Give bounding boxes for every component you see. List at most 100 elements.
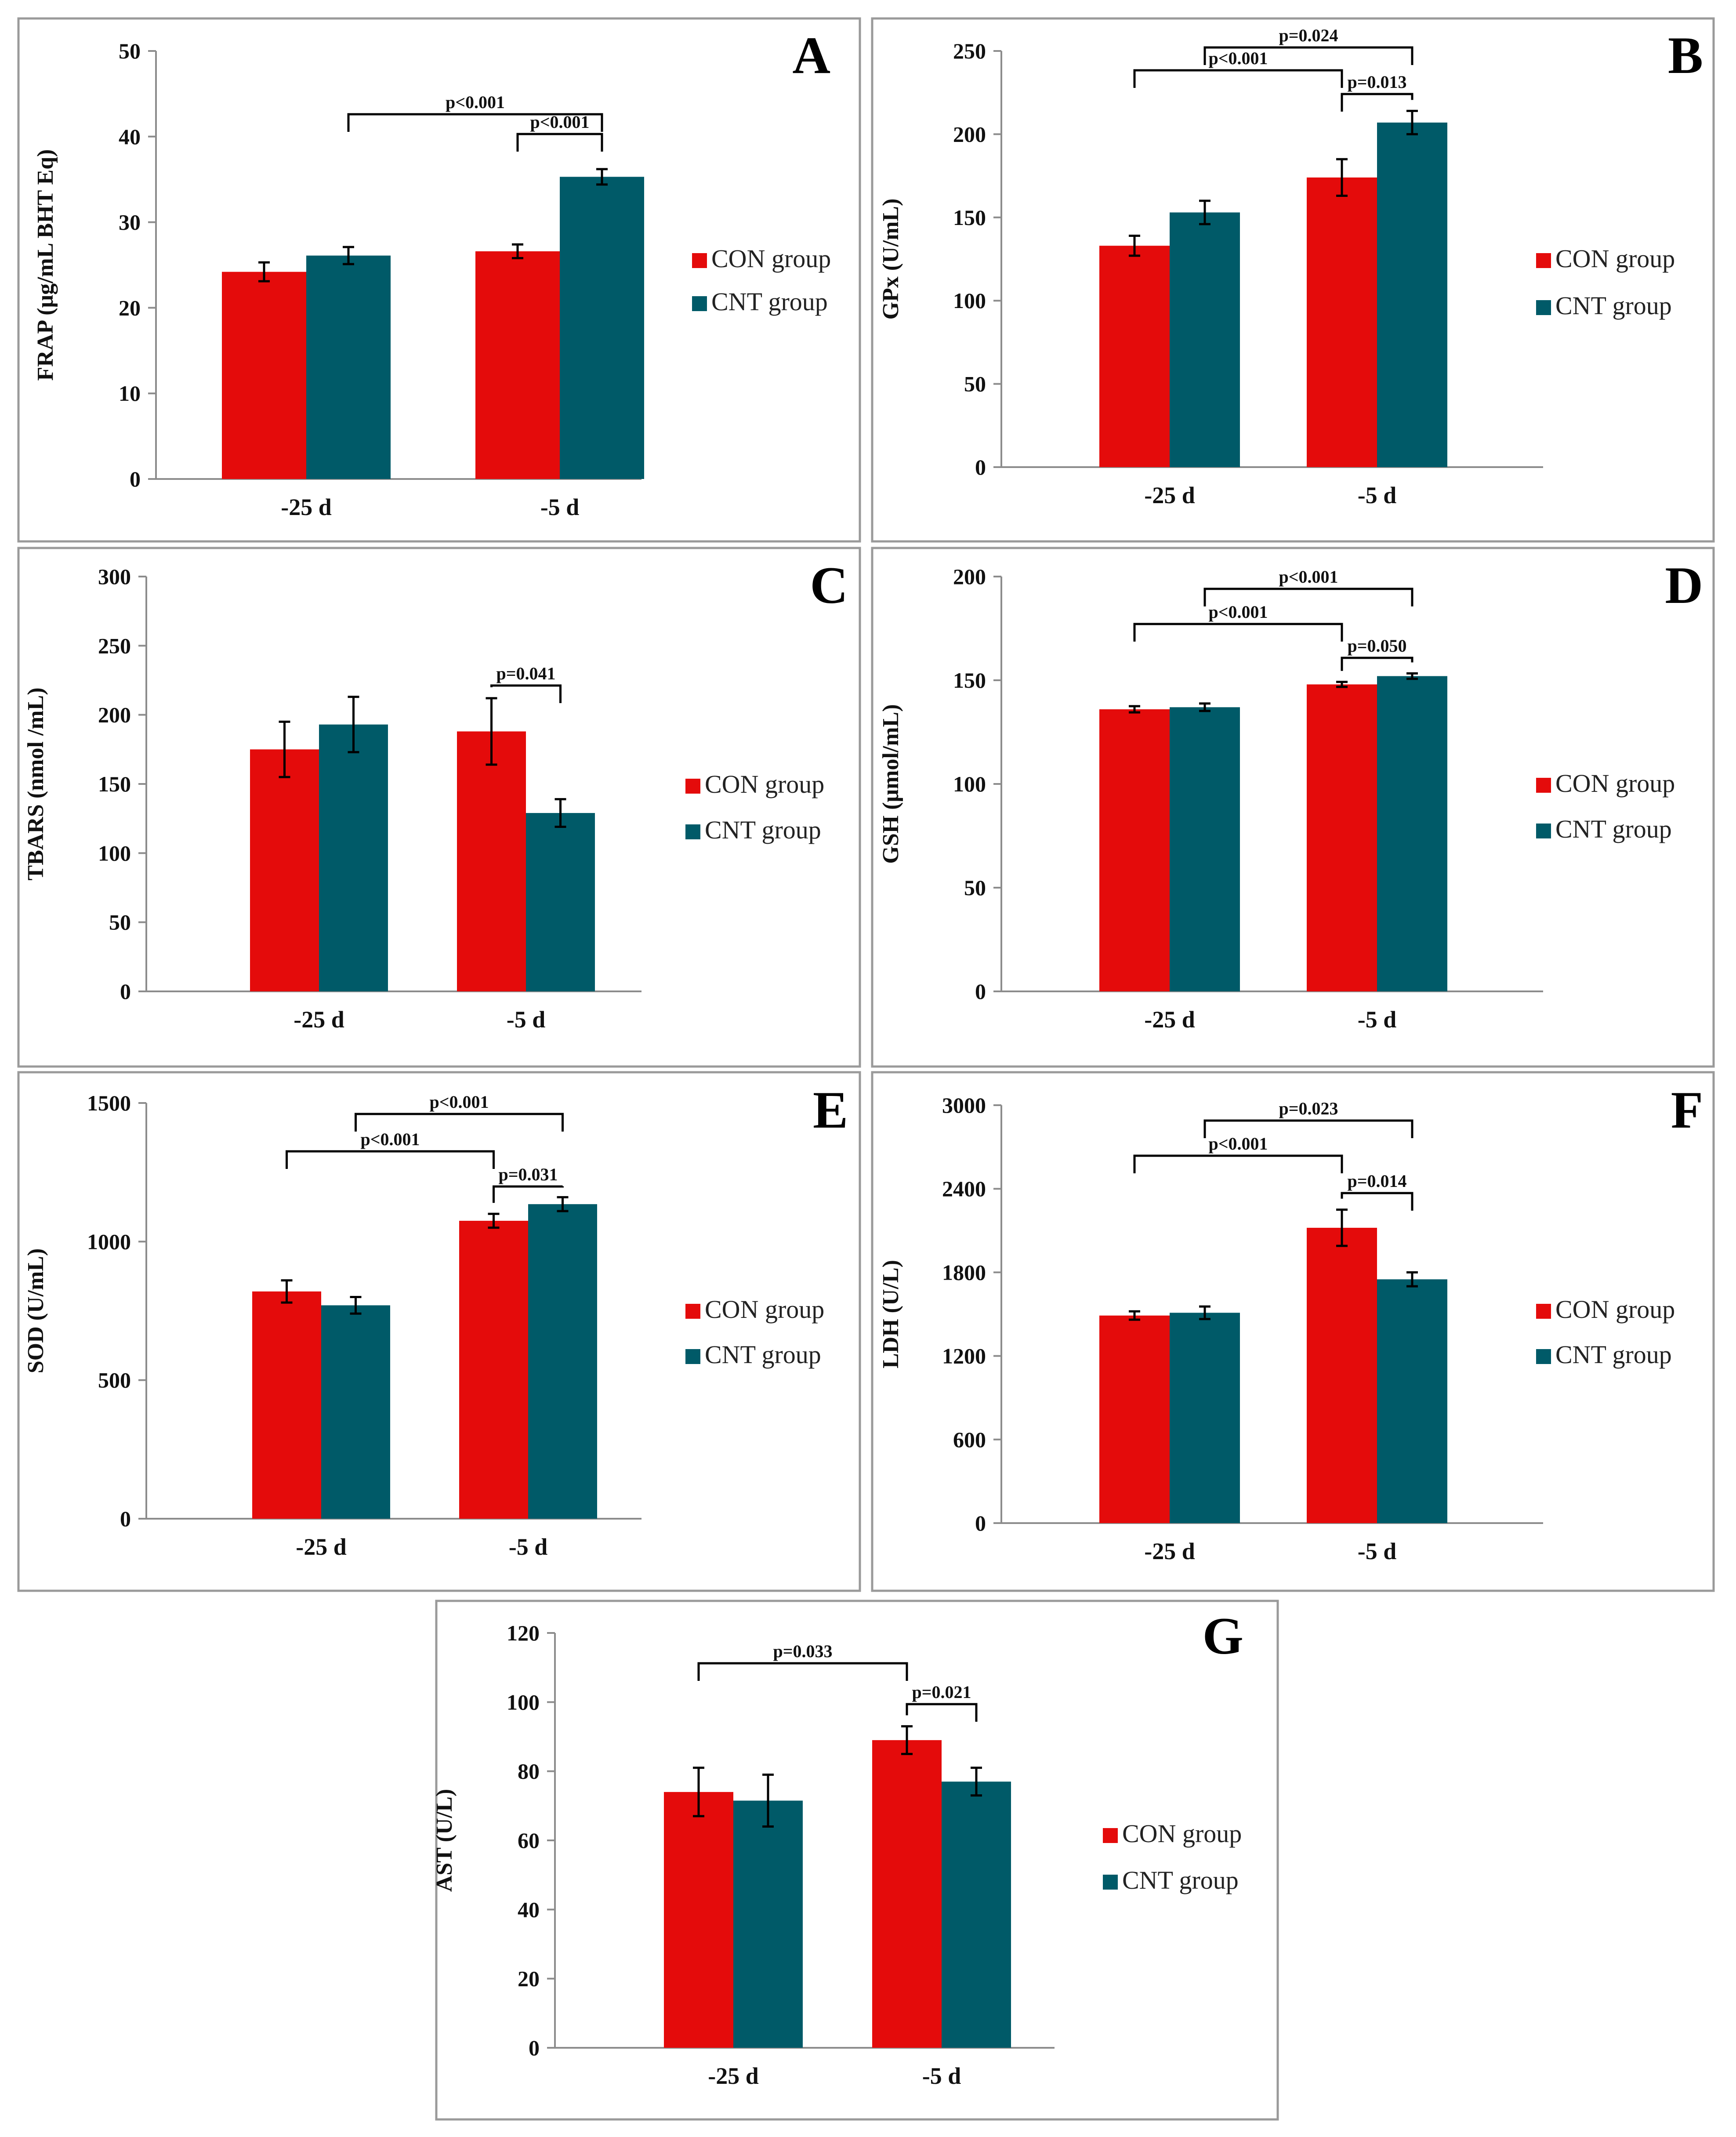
- bar-con--5d: [1307, 177, 1377, 467]
- bar-cnt--5d: [1377, 1279, 1447, 1523]
- panel-frame: [871, 547, 1715, 1068]
- bracket-line: [1341, 657, 1413, 671]
- y-tick-label: 150: [953, 205, 986, 230]
- panel-letter: F: [1671, 1081, 1703, 1139]
- bar-con--5d: [872, 1740, 942, 2048]
- y-axis-label: SOD (U/mL): [23, 1248, 48, 1374]
- y-tick-label: 0: [130, 467, 141, 491]
- panel-letter: B: [1668, 26, 1703, 84]
- y-tick-label: 250: [98, 633, 131, 658]
- panel-letter: G: [1203, 1607, 1243, 1665]
- bar-cnt--25d: [1170, 707, 1240, 991]
- y-tick-label: 20: [119, 295, 141, 320]
- p-value-label: p=0.023: [1279, 1099, 1338, 1118]
- p-value-label: p=0.014: [1347, 1171, 1406, 1191]
- y-tick-label: 80: [518, 1759, 540, 1784]
- x-tick-label: -5 d: [540, 494, 580, 520]
- panel-frame: [17, 1071, 861, 1592]
- x-tick-label: -5 d: [1358, 1538, 1397, 1564]
- legend-label-cnt: CNT group: [1555, 815, 1672, 843]
- x-tick-label: -25 d: [708, 2063, 759, 2089]
- x-tick-label: -25 d: [1144, 1006, 1195, 1033]
- legend-swatch-cnt: [1103, 1875, 1118, 1890]
- y-tick-label: 200: [98, 703, 131, 727]
- legend-label-cnt: CNT group: [1555, 291, 1672, 320]
- significance-bracket: p<0.001: [1203, 567, 1413, 606]
- x-tick-label: -25 d: [294, 1006, 344, 1033]
- bracket-line: [1341, 93, 1413, 112]
- panel-frame: [871, 1071, 1715, 1592]
- legend: CON group CNT group: [1536, 244, 1675, 320]
- legend-label-cnt: CNT group: [705, 1340, 821, 1369]
- x-tick-label: -5 d: [1358, 482, 1397, 508]
- chart-panel-D: 0 50 100 150 200 GSH (μmol/mL) -25 d -5 d p<0.00…: [871, 547, 1715, 1068]
- y-tick-label: 300: [98, 564, 131, 589]
- legend-swatch-con: [1536, 778, 1551, 793]
- legend: CON group CNT group: [1536, 1295, 1675, 1369]
- y-tick-label: 0: [975, 455, 986, 479]
- legend-swatch-con: [1536, 1304, 1551, 1319]
- legend-label-cnt: CNT group: [1555, 1340, 1672, 1369]
- x-tick-label: -25 d: [1144, 482, 1195, 508]
- significance-bracket: p=0.031: [493, 1165, 564, 1203]
- p-value-label: p<0.001: [1208, 1134, 1268, 1154]
- bar-con--25d: [1099, 709, 1170, 991]
- chart-panel-F: 0 600 1200 1800 2400 3000 LDH (U/L) -25 d -5 d p=…: [871, 1071, 1715, 1592]
- chart-panel-B: 0 50 100 150 200 250 GPx (U/mL) -25 d -5 d p=0.02…: [871, 17, 1715, 543]
- legend-label-cnt: CNT group: [711, 287, 828, 316]
- legend-swatch-con: [1103, 1828, 1118, 1843]
- y-tick-label: 150: [953, 668, 986, 693]
- panel-letter: E: [813, 1081, 848, 1139]
- p-value-label: p=0.033: [773, 1641, 832, 1661]
- panel-frame: [17, 547, 861, 1068]
- panel-letter: C: [810, 556, 848, 614]
- significance-bracket: p=0.014: [1341, 1171, 1413, 1211]
- bracket-line: [1133, 1154, 1343, 1173]
- bracket-line: [493, 1185, 564, 1203]
- p-value-label: p<0.001: [530, 112, 589, 132]
- significance-bracket: p=0.023: [1203, 1099, 1413, 1138]
- significance-bracket: p<0.001: [347, 92, 603, 132]
- bar-cnt--5d: [560, 177, 644, 479]
- p-value-label: p=0.050: [1347, 636, 1406, 656]
- p-value-label: p=0.041: [496, 664, 555, 683]
- legend-label-con: CON group: [1122, 1819, 1242, 1848]
- y-tick-label: 1500: [87, 1091, 131, 1115]
- significance-bracket: p=0.021: [906, 1682, 978, 1722]
- bracket-line: [1203, 1119, 1413, 1138]
- panel-letter: D: [1665, 556, 1703, 614]
- y-tick-label: 0: [975, 979, 986, 1004]
- significance-bracket: p<0.001: [355, 1092, 564, 1132]
- y-tick-label: 100: [953, 288, 986, 313]
- bar-con--5d: [457, 731, 526, 991]
- significance-bracket: p=0.013: [1341, 72, 1413, 112]
- p-value-label: p=0.031: [498, 1165, 558, 1184]
- x-tick-label: -5 d: [1358, 1006, 1397, 1033]
- significance-bracket: p=0.024: [1203, 25, 1413, 65]
- bracket-line: [347, 113, 603, 132]
- bar-cnt--25d: [1170, 212, 1240, 467]
- bar-cnt--5d: [528, 1204, 597, 1519]
- y-tick-label: 40: [119, 124, 141, 149]
- bar-cnt--25d: [306, 255, 391, 479]
- bar-cnt--5d: [1377, 676, 1447, 991]
- legend-label-con: CON group: [1555, 1295, 1675, 1324]
- panel-frame: [17, 17, 861, 543]
- panel-frame: [435, 1600, 1279, 2121]
- p-value-label: p=0.021: [912, 1682, 971, 1702]
- bar-con--25d: [664, 1792, 733, 2048]
- x-tick-label: -5 d: [507, 1006, 546, 1033]
- y-tick-label: 2400: [942, 1176, 986, 1201]
- y-tick-label: 100: [98, 841, 131, 865]
- legend-label-con: CON group: [705, 1295, 824, 1324]
- bracket-line: [1133, 69, 1343, 88]
- y-tick-label: 50: [119, 39, 141, 63]
- bracket-line: [516, 133, 603, 152]
- y-tick-label: 100: [953, 772, 986, 796]
- legend: CON group CNT group: [1536, 769, 1675, 843]
- y-axis-label: GSH (μmol/mL): [878, 704, 903, 864]
- y-tick-label: 1800: [942, 1260, 986, 1284]
- y-axis-label: TBARS (nmol /mL): [23, 687, 48, 880]
- legend: CON group CNT group: [1103, 1819, 1242, 1894]
